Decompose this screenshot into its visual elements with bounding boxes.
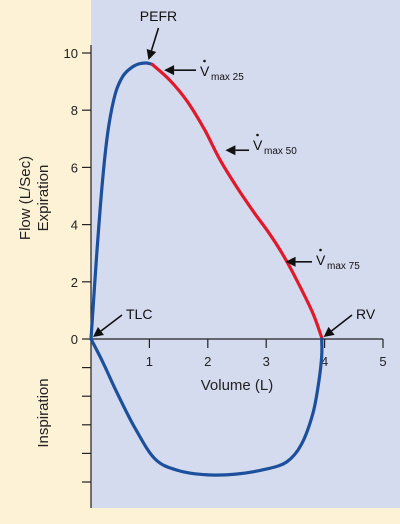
arrow-pefr-head (146, 48, 157, 61)
arrow-rv-shaft (331, 314, 353, 332)
y-tick-label-6: 6 (71, 160, 78, 175)
annotation-pefr: PEFR (140, 8, 177, 24)
arrow-tlc-head (93, 326, 104, 337)
annotation-vmax75-symbol: V (316, 252, 326, 268)
curve-expiration-rise (89, 61, 154, 341)
annotation-tlc: TLC (126, 306, 152, 322)
x-tick-label-1: 1 (146, 354, 153, 369)
plot-area (91, 0, 400, 508)
y-axis-label-inspiration: Inspiration (35, 378, 52, 447)
curves (89, 61, 324, 477)
arrow-pefr-shaft (150, 27, 160, 51)
x-tick-label-4: 4 (321, 354, 328, 369)
y-axis-label-expiration: Expiration (35, 165, 52, 232)
annotation-vmax25-dot (203, 59, 206, 63)
x-tick-label-3: 3 (263, 354, 270, 369)
annotation-vmax50-dot (256, 133, 259, 137)
y-tick-label-2: 2 (71, 275, 78, 290)
annotation-rv: RV (356, 306, 376, 322)
annotation-vmax25-sub: max 25 (211, 72, 244, 83)
arrow-vmax50-head (225, 145, 236, 156)
annotation-vmax50-symbol: V (253, 137, 263, 153)
y-tick-label-10: 10 (64, 46, 78, 61)
arrow-vmax25-head (164, 65, 175, 76)
annotation-vmax25-symbol: V (200, 63, 210, 79)
x-tick-label-2: 2 (204, 354, 211, 369)
arrow-tlc-shaft (100, 314, 123, 332)
arrow-vmax75-head (285, 256, 296, 267)
arrow-rv-head (323, 326, 335, 337)
curve-inspiration (89, 337, 324, 477)
curve-expiration-descent (150, 62, 324, 340)
y-tick-label-0: 0 (71, 332, 78, 347)
y-tick-label-8: 8 (71, 103, 78, 118)
annotation-vmax50-sub: max 50 (264, 146, 297, 157)
y-tick-label-4: 4 (71, 218, 78, 233)
annotation-vmax75-dot (319, 248, 322, 252)
x-axis-label: Volume (L) (201, 377, 274, 394)
axes (90, 45, 383, 508)
annotation-vmax75-sub: max 75 (327, 261, 360, 272)
y-axis-label-flow: Flow (L/Sec) (17, 156, 34, 240)
x-tick-label-5: 5 (379, 354, 386, 369)
